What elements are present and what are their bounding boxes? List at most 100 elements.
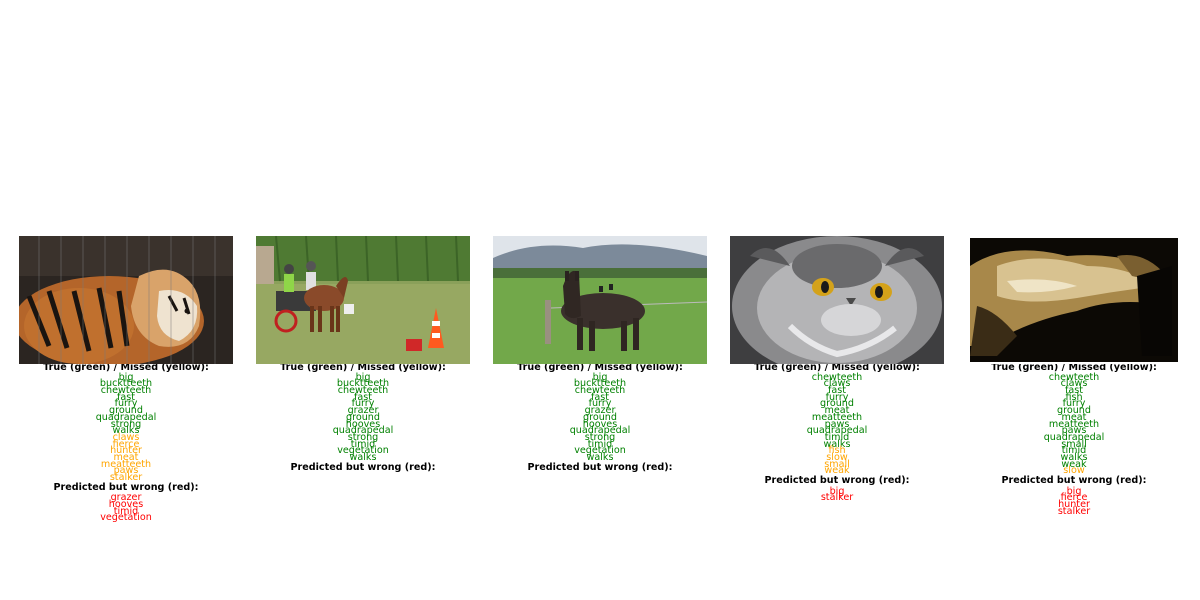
missed-label: stalker — [109, 472, 143, 483]
true-label: walks — [349, 451, 377, 463]
result-panel-1: True (green) / Missed (yellow): big buckt… — [19, 236, 233, 524]
true-missed-header: True (green) / Missed (yellow): — [517, 362, 683, 373]
caption: True (green) / Missed (yellow): chewteet… — [730, 362, 944, 503]
true-missed-list: big bucktteeth chewteeth fast furry grazer gro… — [493, 371, 707, 463]
true-missed-header: True (green) / Missed (yellow): — [280, 362, 446, 373]
true-missed-list: big bucktteeth chewteeth fast furry ground qua… — [19, 371, 233, 483]
caption: True (green) / Missed (yellow): big buckt… — [493, 362, 707, 473]
true-label: meat — [824, 405, 850, 417]
true-label: timid — [824, 431, 850, 443]
missed-label: slow — [1063, 465, 1085, 477]
true-missed-header: True (green) / Missed (yellow): — [991, 362, 1157, 373]
true-label: quadrapedal — [95, 411, 157, 423]
true-missed-header: True (green) / Missed (yellow): — [754, 362, 920, 373]
true-label: hooves — [345, 418, 381, 430]
wrong-header: Predicted but wrong (red): — [1001, 475, 1147, 486]
wrong-header: Predicted but wrong (red): — [53, 481, 199, 493]
true-label: small — [1061, 438, 1087, 450]
missed-label: meat — [113, 451, 139, 463]
result-panel-3: True (green) / Missed (yellow): big buckt… — [493, 236, 707, 475]
true-label: ground — [109, 405, 143, 417]
missed-label: paws — [113, 465, 139, 477]
persian-cat-image — [730, 236, 944, 364]
caption: True (green) / Missed (yellow): big buckt… — [19, 362, 233, 524]
true-label: fast — [590, 391, 610, 403]
sepia-cat-image — [967, 236, 1181, 364]
true-label: strong — [347, 431, 379, 443]
true-label: strong — [110, 418, 142, 430]
missed-label: claws — [112, 431, 140, 443]
true-label: paws — [824, 418, 850, 430]
true-label: walks — [112, 425, 140, 437]
wrong-header: Predicted but wrong (red): — [527, 461, 673, 473]
true-label: strong — [584, 431, 616, 443]
true-label: quadrapedal — [806, 425, 868, 437]
true-label: meatteeth — [811, 411, 863, 423]
missed-label: meatteeth — [100, 458, 152, 470]
true-label: quadrapedal — [332, 425, 394, 437]
true-label: chewteeth — [1048, 371, 1100, 383]
true-label: furry — [351, 398, 375, 410]
wrong-label: hunter — [1058, 499, 1090, 511]
wrong-label: hooves — [108, 499, 144, 511]
true-label: fish — [1065, 391, 1083, 403]
true-label: timid — [350, 438, 376, 450]
true-label: fast — [827, 385, 847, 397]
true-label: grazer — [584, 405, 616, 417]
true-label: big — [118, 371, 134, 383]
wrong-label: stalker — [1057, 505, 1091, 517]
true-label: meat — [1061, 411, 1087, 423]
true-label: furry — [1062, 398, 1086, 410]
missed-label: fierce — [112, 438, 140, 450]
wrong-header: Predicted but wrong (red): — [290, 461, 436, 473]
wrong-label: vegetation — [100, 512, 152, 524]
true-label: fast — [116, 391, 136, 403]
result-panel-2: True (green) / Missed (yellow): big buckt… — [256, 236, 470, 475]
true-label: claws — [823, 378, 851, 390]
result-panel-4: True (green) / Missed (yellow): chewteet… — [730, 236, 944, 502]
true-label: claws — [1060, 378, 1088, 390]
wrong-list: big fierce hunter stalker — [967, 485, 1181, 517]
true-label: chewteeth — [811, 371, 863, 383]
wrong-label: big — [1066, 485, 1082, 497]
wrong-label: big — [829, 485, 845, 497]
true-label: ground — [346, 411, 380, 423]
true-label: grazer — [347, 405, 379, 417]
true-label: bucktteeth — [336, 378, 390, 390]
true-label: paws — [1061, 425, 1087, 437]
true-label: big — [355, 371, 371, 383]
true-label: chewteeth — [574, 385, 626, 397]
true-label: furry — [825, 391, 849, 403]
true-label: meatteeth — [1048, 418, 1100, 430]
true-label: timid — [587, 438, 613, 450]
true-label: quadrapedal — [569, 425, 631, 437]
missed-label: small — [824, 458, 850, 470]
wrong-label: fierce — [1060, 492, 1088, 504]
caption: True (green) / Missed (yellow): big buckt… — [256, 362, 470, 473]
true-label: vegetation — [337, 445, 389, 457]
wrong-label: grazer — [110, 492, 142, 504]
true-label: ground — [820, 398, 854, 410]
true-label: hooves — [582, 418, 618, 430]
horse-pasture-image — [493, 236, 707, 364]
true-label: big — [592, 371, 608, 383]
missed-label: weak — [824, 465, 850, 477]
true-label: ground — [583, 411, 617, 423]
true-label: bucktteeth — [99, 378, 153, 390]
true-label: fast — [1064, 385, 1084, 397]
missed-label: fish — [828, 445, 846, 457]
caption: True (green) / Missed (yellow): chewteet… — [967, 362, 1181, 517]
true-label: chewteeth — [337, 385, 389, 397]
true-label: walks — [586, 451, 614, 463]
true-label: quadrapedal — [1043, 431, 1105, 443]
true-label: weak — [1061, 458, 1087, 470]
true-missed-list: big bucktteeth chewteeth fast furry grazer gro… — [256, 371, 470, 463]
true-missed-list: chewteeth claws fast fish furry ground meat mea… — [967, 371, 1181, 477]
true-label: timid — [1061, 445, 1087, 457]
true-label: bucktteeth — [573, 378, 627, 390]
true-missed-header: True (green) / Missed (yellow): — [43, 362, 209, 373]
true-label: fast — [353, 391, 373, 403]
pony-cart-image — [256, 236, 470, 364]
wrong-list: big stalker — [730, 485, 944, 503]
true-label: walks — [823, 438, 851, 450]
